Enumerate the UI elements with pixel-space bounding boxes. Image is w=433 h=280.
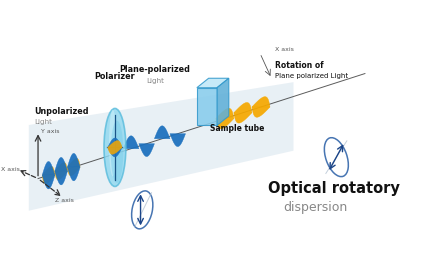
Polygon shape bbox=[42, 175, 55, 184]
Polygon shape bbox=[42, 162, 55, 175]
Polygon shape bbox=[197, 78, 229, 88]
Polygon shape bbox=[234, 113, 252, 123]
Polygon shape bbox=[108, 141, 122, 148]
Polygon shape bbox=[139, 144, 155, 157]
Polygon shape bbox=[234, 102, 252, 113]
Polygon shape bbox=[108, 148, 122, 157]
Text: Unpolarized: Unpolarized bbox=[34, 108, 88, 116]
Text: X axis: X axis bbox=[1, 167, 20, 172]
Text: Plane-polarized: Plane-polarized bbox=[120, 66, 190, 74]
Polygon shape bbox=[252, 107, 270, 117]
Polygon shape bbox=[216, 118, 234, 129]
Text: X axis: X axis bbox=[275, 47, 294, 52]
Polygon shape bbox=[55, 162, 68, 171]
Text: Z axis: Z axis bbox=[55, 198, 74, 203]
Polygon shape bbox=[42, 167, 55, 175]
Polygon shape bbox=[55, 171, 68, 185]
Polygon shape bbox=[108, 138, 122, 148]
Text: Plane polarized Light: Plane polarized Light bbox=[275, 73, 348, 79]
Ellipse shape bbox=[104, 108, 126, 186]
Text: Polarizer: Polarizer bbox=[95, 72, 135, 81]
Polygon shape bbox=[42, 175, 55, 189]
Text: Sample tube: Sample tube bbox=[210, 124, 265, 133]
Polygon shape bbox=[68, 158, 80, 167]
Polygon shape bbox=[123, 136, 139, 149]
Text: dispersion: dispersion bbox=[283, 201, 347, 214]
Polygon shape bbox=[55, 171, 68, 180]
Polygon shape bbox=[68, 167, 80, 176]
Polygon shape bbox=[216, 108, 234, 118]
Polygon shape bbox=[170, 134, 185, 146]
Polygon shape bbox=[108, 148, 122, 154]
Ellipse shape bbox=[111, 121, 123, 183]
Polygon shape bbox=[68, 167, 80, 181]
Text: Rotation of: Rotation of bbox=[275, 61, 323, 70]
Polygon shape bbox=[68, 153, 80, 167]
Text: Optical rotatory: Optical rotatory bbox=[268, 181, 400, 196]
Polygon shape bbox=[197, 88, 217, 125]
Text: Y axis: Y axis bbox=[42, 129, 60, 134]
Polygon shape bbox=[252, 97, 270, 107]
Text: Light: Light bbox=[34, 119, 52, 125]
Polygon shape bbox=[29, 82, 294, 211]
Text: Light: Light bbox=[146, 78, 164, 84]
Polygon shape bbox=[155, 126, 170, 139]
Polygon shape bbox=[55, 157, 68, 171]
Polygon shape bbox=[217, 78, 229, 125]
Ellipse shape bbox=[109, 110, 116, 176]
